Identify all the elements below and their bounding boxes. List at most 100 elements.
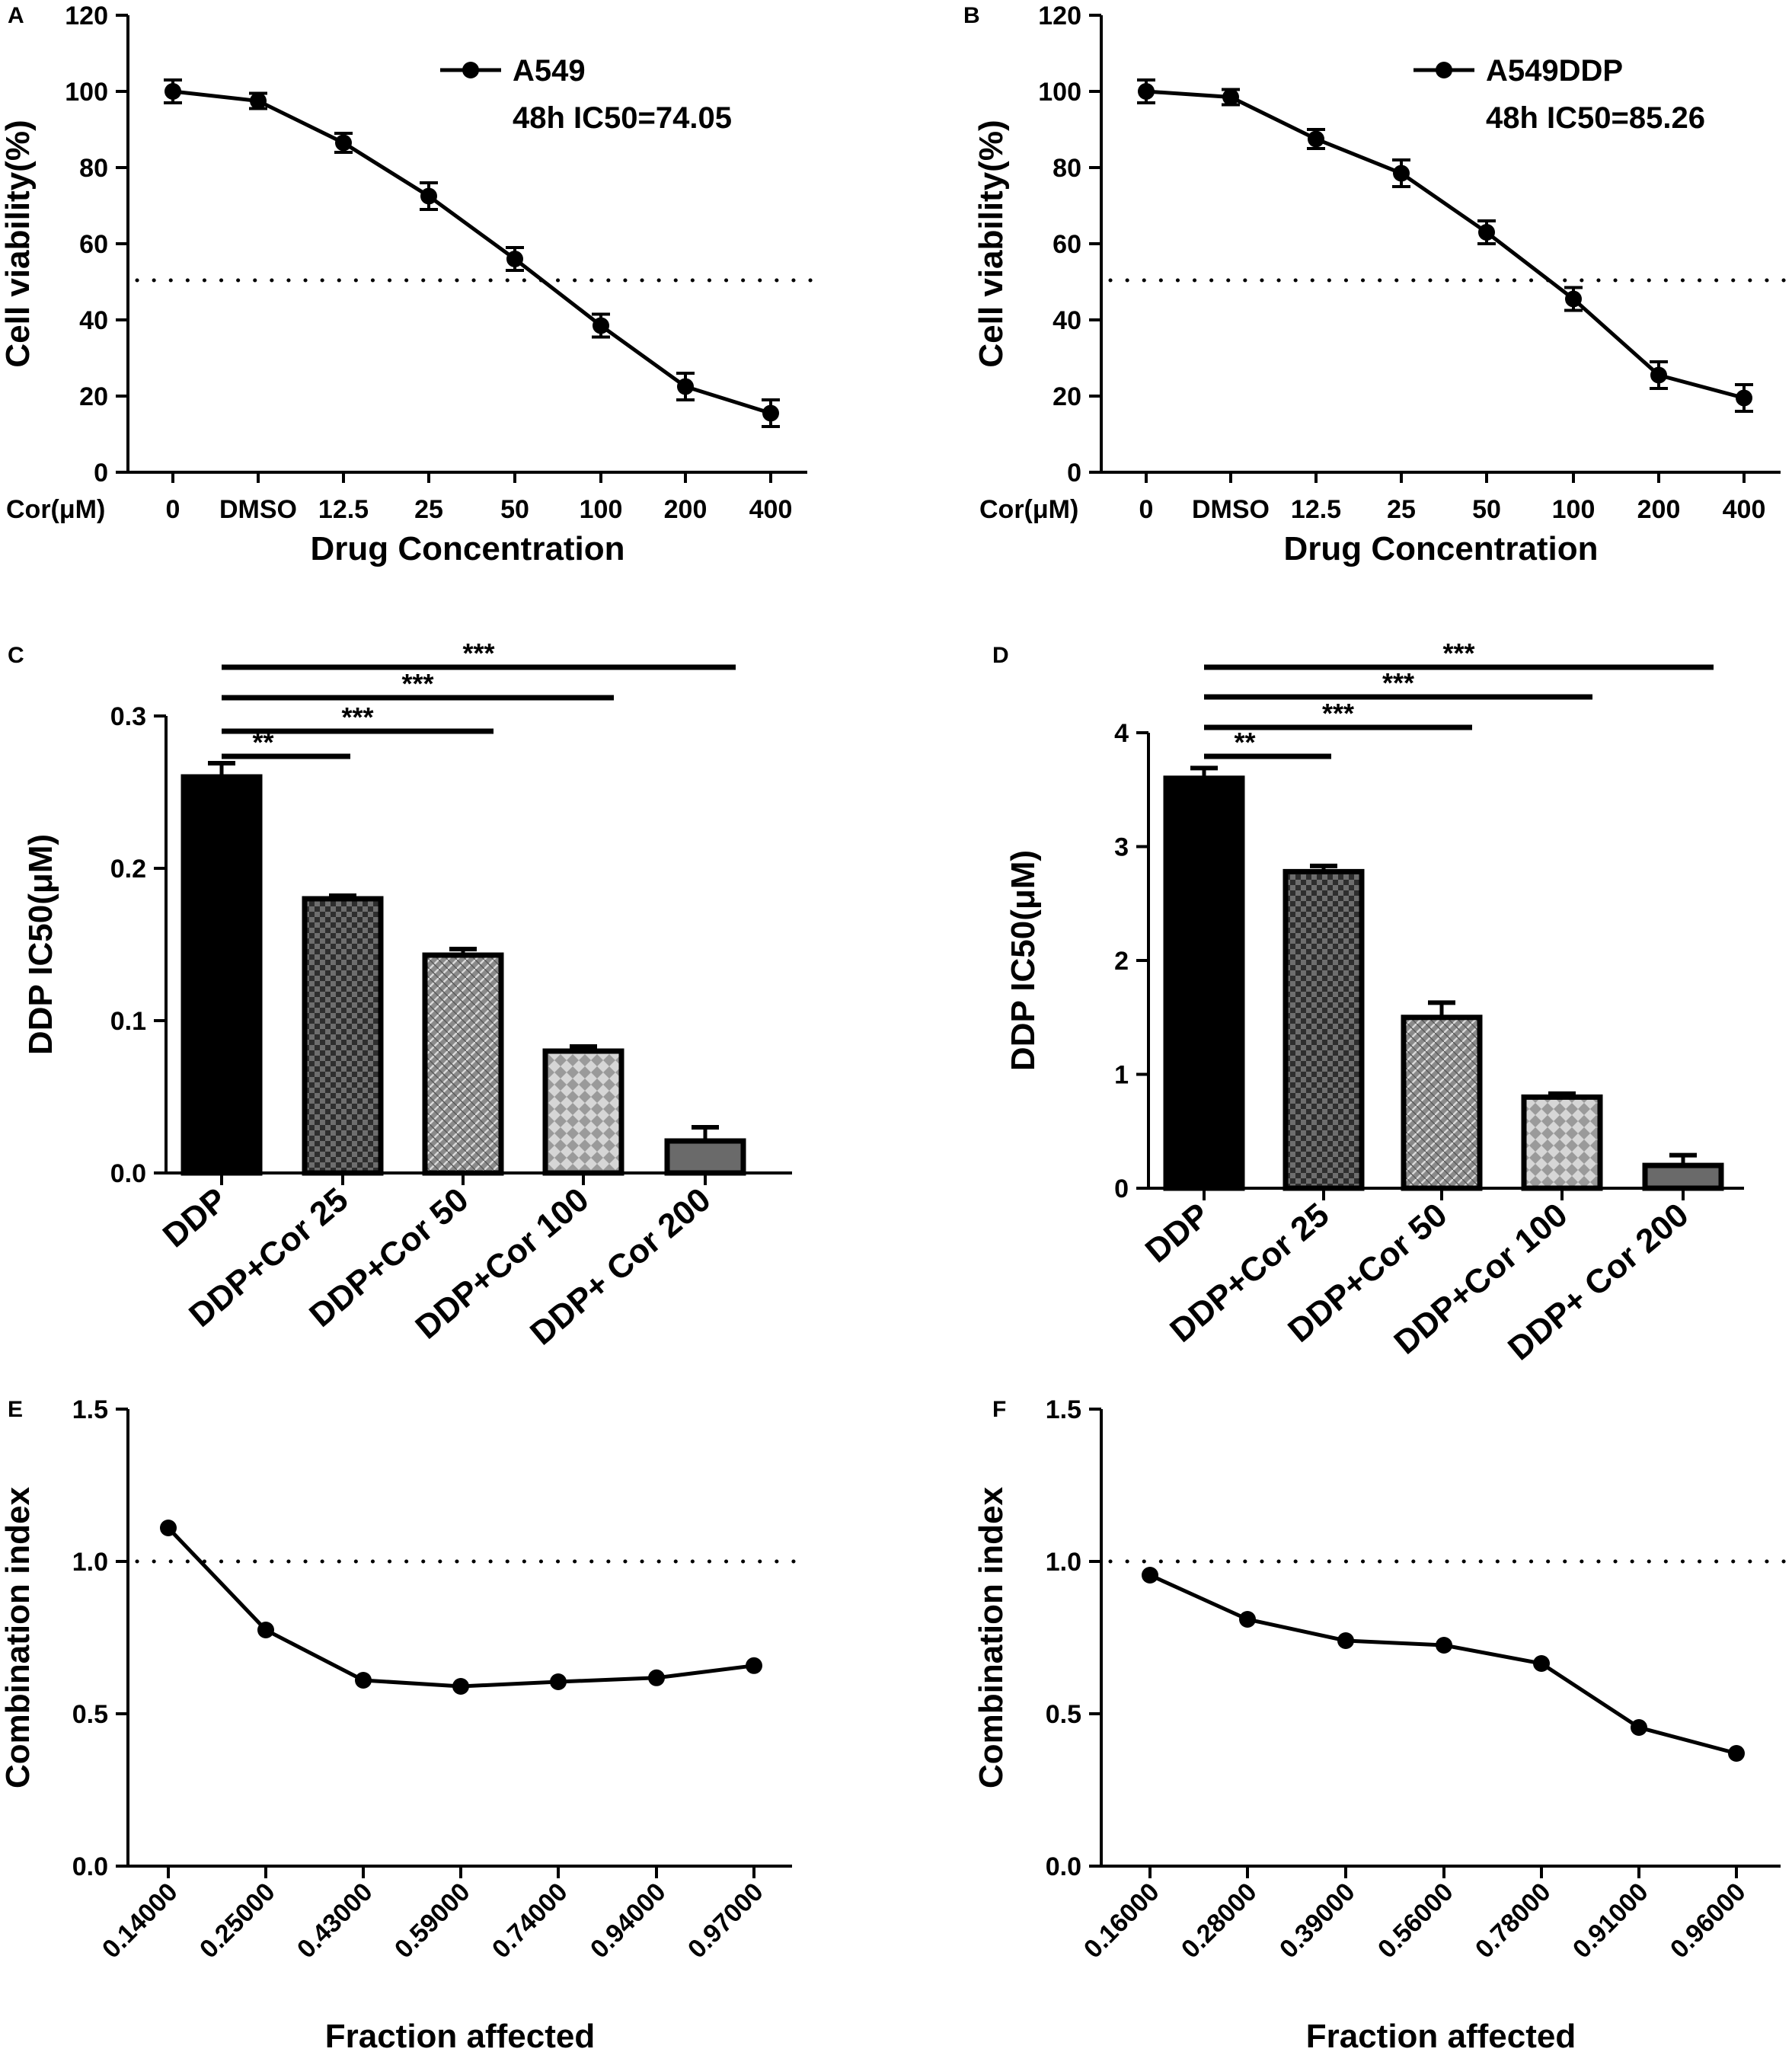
chart-panel-e: E 0.0 0.5 1.0 1.5 Combination index 0.14000 0.2… (0, 1395, 802, 2055)
x-tick-label: 0.16000 (1078, 1878, 1165, 1964)
series-line (167, 1526, 755, 1689)
data-point (335, 134, 352, 152)
significance-label: *** (401, 668, 433, 699)
y-axis-title: Combination index (0, 1486, 37, 1788)
data-point (1436, 1637, 1452, 1654)
y-tick-label: 100 (65, 78, 108, 107)
x-tick-label: 0.96000 (1665, 1878, 1752, 1964)
series-line (1145, 89, 1745, 400)
y-tick-label: 1.5 (1046, 1395, 1081, 1424)
panel-letter: E (8, 1397, 23, 1422)
data-point (677, 378, 694, 395)
bar (1283, 868, 1365, 1191)
legend-note: 48h IC50=74.05 (513, 101, 732, 135)
significance-label: *** (1442, 638, 1474, 669)
panel-letter: C (8, 643, 24, 668)
legend-label: A549DDP (1486, 54, 1623, 88)
significance-label: *** (1322, 698, 1354, 729)
chart-panel-f: F 0.0 0.5 1.0 1.5 Combination index 0.16000 0.2… (973, 1395, 1790, 2055)
y-axis-title: Combination index (973, 1486, 1010, 1788)
series-line (172, 89, 771, 415)
data-point (420, 187, 437, 205)
data-point (1565, 290, 1582, 308)
x-tick-label: DMSO (219, 495, 297, 524)
x-tick-label: 0.28000 (1176, 1878, 1263, 1964)
x-tick-label: 25 (414, 495, 443, 524)
data-point (762, 404, 779, 422)
data-point (1222, 88, 1239, 106)
y-tick-label: 4 (1114, 719, 1129, 748)
x-tick-label: 200 (1637, 495, 1681, 524)
y-tick-label: 20 (1053, 382, 1081, 411)
data-point (250, 92, 267, 110)
x-axis-title: Fraction affected (1306, 2018, 1576, 2055)
x-tick-label: 0.59000 (389, 1878, 476, 1964)
bar (422, 952, 504, 1176)
x-tick-label: 12.5 (1291, 495, 1341, 524)
y-tick-label: 100 (1038, 78, 1081, 107)
y-tick-label: 0.0 (110, 1159, 146, 1188)
data-point (1142, 1567, 1158, 1584)
y-tick-label: 1.0 (72, 1548, 108, 1577)
legend-marker (462, 62, 479, 78)
y-axis-title: Cell viability(%) (0, 120, 37, 367)
bar (302, 896, 384, 1176)
panel-letter: D (992, 643, 1009, 668)
data-point (1533, 1655, 1550, 1672)
chart-panel-b: B 0 20 40 60 80 100 120 Cell viability(%) 0 DMSO 12… (963, 2, 1792, 567)
x-tick-label: 50 (1472, 495, 1501, 524)
bar (542, 1048, 624, 1176)
x-axis-title: Fraction affected (325, 2018, 596, 2055)
x-tick-label: 0.97000 (682, 1878, 769, 1964)
x-tick-label: DDP (156, 1181, 235, 1254)
bar (1401, 1015, 1483, 1191)
x-tick-label: 0.94000 (585, 1878, 672, 1964)
data-point (160, 1520, 177, 1536)
data-point (746, 1657, 762, 1674)
y-tick-label: 0.5 (1046, 1700, 1081, 1729)
y-tick-label: 0.5 (72, 1700, 108, 1729)
data-point (355, 1672, 372, 1689)
data-point (257, 1622, 274, 1638)
x-tick-label: 0.56000 (1372, 1878, 1459, 1964)
x-tick-label: 0.74000 (487, 1878, 573, 1964)
significance-label: *** (1382, 667, 1414, 698)
bar (664, 1138, 746, 1176)
data-point (1736, 389, 1752, 407)
x-tick-label: 200 (664, 495, 708, 524)
y-tick-label: 0 (94, 459, 108, 487)
y-tick-label: 120 (1038, 2, 1081, 30)
y-tick-label: 0.0 (1046, 1852, 1081, 1881)
y-tick-label: 40 (1053, 306, 1081, 335)
x-tick-label: 0.39000 (1274, 1878, 1361, 1964)
y-axis-title: Cell viability(%) (973, 120, 1010, 367)
data-point (1138, 83, 1155, 100)
x-tick-label: DMSO (1192, 495, 1270, 524)
y-tick-label: 0.0 (72, 1852, 108, 1881)
panel-letter: A (8, 3, 24, 28)
data-point (1478, 224, 1495, 241)
x-tick-label: 0.91000 (1567, 1878, 1654, 1964)
x-tick-label: 400 (749, 495, 793, 524)
x-tick-label: 400 (1723, 495, 1766, 524)
y-tick-label: 2 (1114, 947, 1129, 976)
y-tick-label: 1.0 (1046, 1548, 1081, 1577)
data-point (1239, 1611, 1256, 1628)
data-point (550, 1673, 567, 1690)
bar (1163, 775, 1245, 1191)
data-point (165, 83, 181, 100)
x-tick-label: 100 (580, 495, 623, 524)
data-point (452, 1678, 469, 1695)
y-tick-label: 1 (1114, 1061, 1129, 1090)
y-tick-label: 0.3 (110, 702, 146, 731)
y-tick-label: 0.1 (110, 1007, 146, 1036)
data-point (1728, 1745, 1745, 1762)
y-tick-label: 80 (79, 154, 108, 183)
y-tick-label: 3 (1114, 833, 1129, 862)
data-point (1393, 165, 1410, 182)
significance-label: *** (462, 638, 494, 669)
y-tick-label: 0 (1067, 459, 1081, 487)
